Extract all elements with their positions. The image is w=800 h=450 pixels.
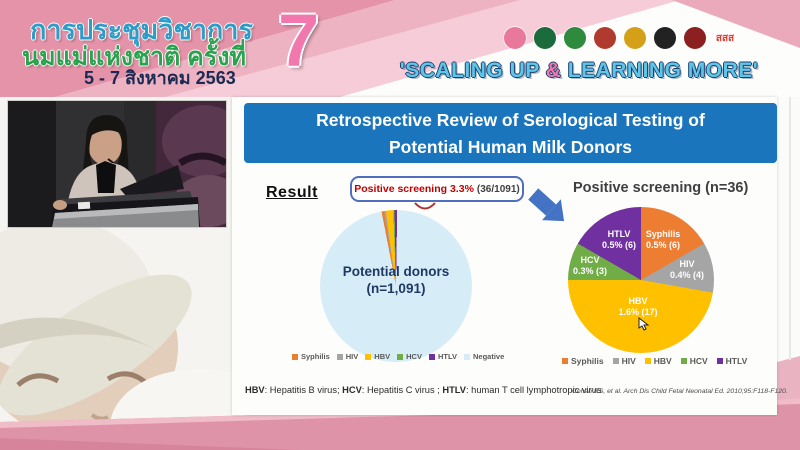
legend-swatch-hcv — [397, 353, 404, 360]
callout-highlight: Positive screening 3.3% — [354, 183, 474, 195]
slice-label-syphilis: Syphilis 0.5% (6) — [645, 229, 681, 250]
edition-number: 7 — [278, 0, 320, 82]
arrow-to-detail-pie-icon — [524, 188, 578, 239]
baby-left-eye — [16, 373, 60, 387]
left-pie-legend: Syphilis HIV HBV HCV HTLV Negative — [292, 352, 504, 361]
left-pie-label-line2: (n=1,091) — [366, 281, 426, 296]
ministry-health-logo-icon — [534, 27, 556, 49]
baby-hat-brim — [0, 274, 192, 416]
left-pie-label-line1: Potential donors — [342, 264, 450, 279]
abbreviation-footnote: HBV: Hepatitis B virus; HCV: Hepatitis C… — [245, 385, 602, 395]
legend-swatch-hbv — [365, 353, 372, 360]
slice-label-hcv: HCV 0.3% (3) — [572, 255, 607, 276]
legend-swatch-hbv — [644, 358, 651, 364]
presenter-top — [96, 161, 116, 193]
conference-title-thai: การประชุมวิชาการ — [30, 15, 253, 45]
university-seal-logo-icon — [654, 27, 676, 49]
conference-date: 5 - 7 สิงหาคม 2563 — [84, 68, 236, 88]
right-pie-legend: Syphilis HIV HBV HCV HTLV — [562, 356, 747, 366]
presenter-face — [88, 125, 122, 165]
callout-count: (36/1091) — [476, 183, 520, 195]
slide-title-line2: Potential Human Milk Donors — [388, 137, 633, 157]
potential-donors-label: Potential donors (n=1,091) — [320, 263, 472, 297]
royal-college-logo-icon — [624, 27, 646, 49]
slogan-text-left: 'SCALING UP — [399, 59, 546, 82]
mouse-cursor-icon — [638, 317, 650, 331]
temple-emblem-logo-icon — [594, 27, 616, 49]
stream-gutter-divider — [789, 97, 791, 360]
breastfeeding-foundation-logo-icon — [504, 27, 526, 49]
presenter-webcam-video — [8, 101, 226, 227]
legend-swatch-syphilis — [292, 353, 298, 360]
baby-nose — [90, 413, 109, 421]
baby-right-eye — [106, 371, 148, 385]
slogan-ampersand: & — [545, 59, 562, 82]
legend-swatch-hiv — [612, 358, 619, 364]
positive-screening-pie-chart — [568, 207, 714, 353]
legend-swatch-syphilis — [562, 358, 568, 364]
legend-swatch-htlv — [716, 358, 723, 364]
slice-label-hiv: HIV 0.4% (4) — [669, 259, 704, 280]
result-heading: Result — [266, 184, 318, 201]
conference-slogan: 'SCALING UP & LEARNING MORE' — [360, 59, 798, 83]
slice-label-htlv: HTLV 0.5% (6) — [601, 229, 636, 250]
slogan-text-right: LEARNING MORE' — [561, 59, 759, 82]
laptop — [120, 165, 184, 196]
callout-pointer-brace — [414, 202, 436, 210]
slide-title: Retrospective Review of Serological Test… — [244, 103, 777, 163]
positive-screening-callout: Positive screening 3.3% (36/1091) — [350, 176, 524, 202]
medical-association-logo-icon — [684, 27, 706, 49]
slice-label-hbv: HBV 1.6% (17) — [618, 296, 658, 317]
conference-header-banner: การประชุมวิชาการ นมแม่แห่งชาติ ครั้งที่ … — [0, 0, 800, 97]
slide-title-line1: Retrospective Review of Serological Test… — [316, 110, 705, 130]
thaihealth-logo-icon: สสส — [715, 32, 735, 44]
potential-donors-pie-chart — [320, 210, 472, 362]
conference-subtitle-thai: นมแม่แห่งชาติ ครั้งที่ — [22, 43, 246, 71]
organizer-logo-row: สสส — [504, 27, 736, 49]
legend-swatch-hcv — [680, 358, 687, 364]
legend-swatch-negative — [464, 353, 470, 360]
presentation-slide: Retrospective Review of Serological Test… — [232, 97, 788, 415]
legend-swatch-htlv — [428, 353, 435, 360]
legend-swatch-hiv — [336, 353, 343, 360]
public-health-logo-icon — [564, 27, 586, 49]
positive-screening-title: Positive screening (n=36) — [573, 180, 749, 196]
reference-citation: Cohen RS, et al. Arch Dis Child Fetal Ne… — [572, 388, 788, 395]
presenter-hand — [53, 200, 67, 210]
